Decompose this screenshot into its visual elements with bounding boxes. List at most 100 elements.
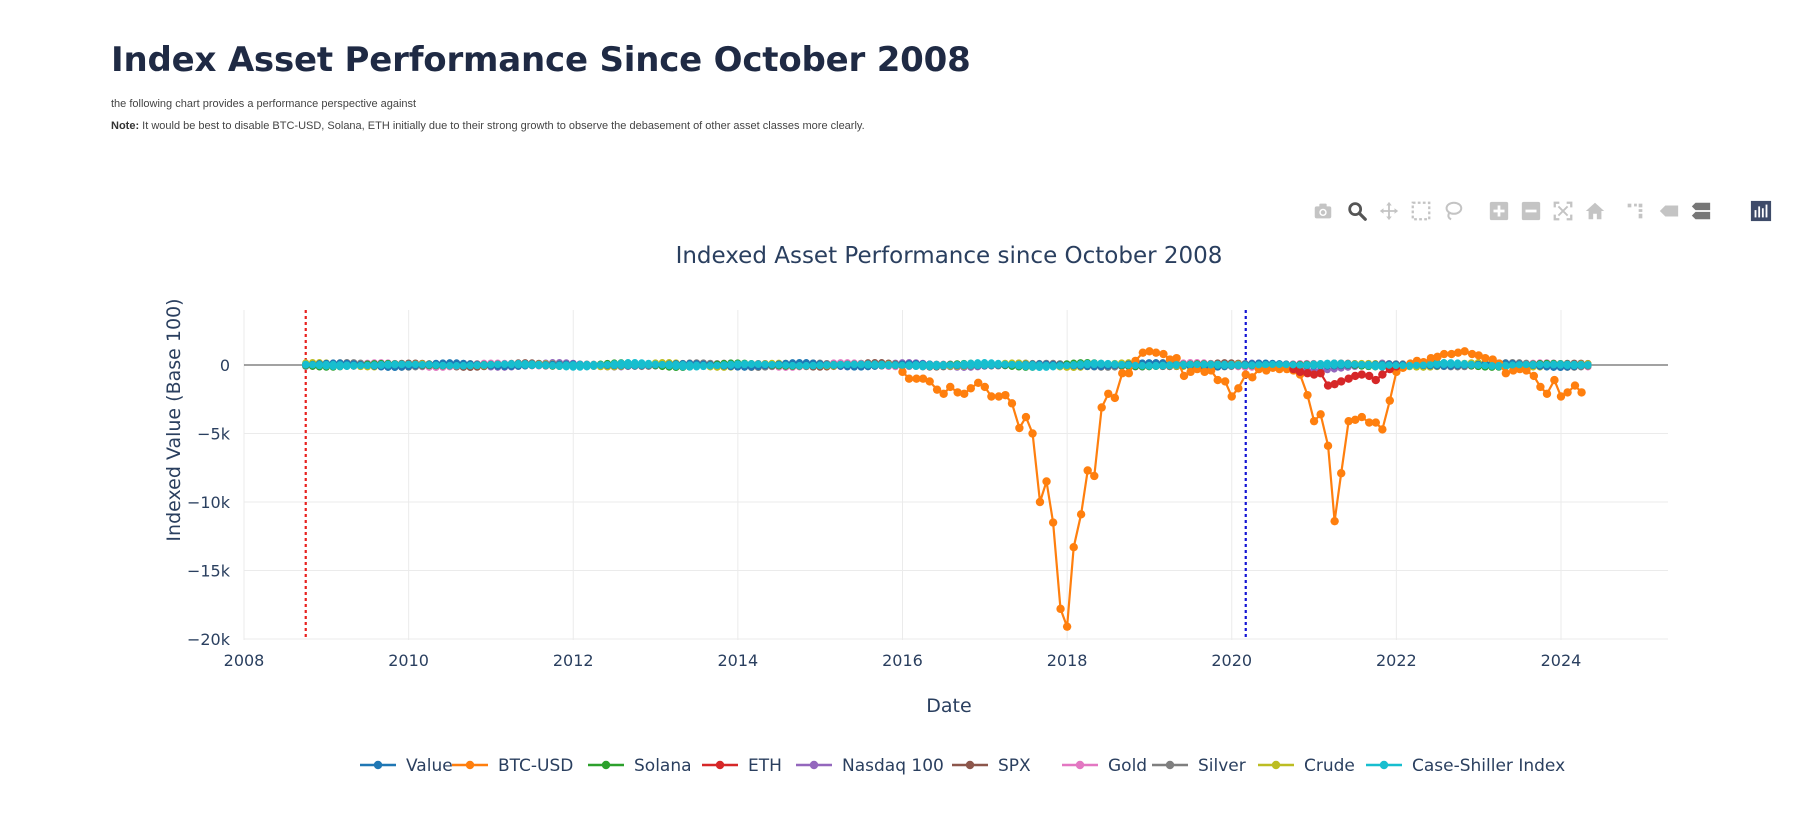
data-point (1344, 416, 1353, 426)
data-point (966, 384, 976, 393)
data-point (452, 361, 461, 370)
zoom-in-icon[interactable] (1486, 198, 1512, 224)
plotly-logo-icon[interactable] (1748, 198, 1774, 224)
legend-item[interactable]: BTC-USD (452, 756, 573, 776)
data-point (569, 361, 577, 369)
legend-item[interactable]: Solana (588, 756, 692, 776)
series-btc-usd[interactable] (898, 347, 1586, 631)
zoom-icon[interactable] (1344, 198, 1370, 224)
data-point (1426, 361, 1434, 369)
data-point (1234, 384, 1243, 393)
data-point (1220, 377, 1230, 386)
data-point (1111, 361, 1119, 369)
data-point (1577, 388, 1586, 397)
data-point (932, 385, 942, 394)
data-point (1563, 361, 1571, 370)
x-axis-label: Date (926, 695, 971, 717)
data-point (1460, 347, 1469, 356)
hover-compare-icon[interactable] (1688, 198, 1714, 224)
data-point (1097, 403, 1106, 412)
legend-item[interactable]: Value (360, 756, 453, 776)
hover-closest-icon[interactable] (1656, 198, 1682, 224)
legend-item[interactable]: Gold (1062, 756, 1147, 776)
line-chart[interactable]: Indexed Asset Performance since October … (0, 230, 1820, 812)
data-point (1385, 361, 1393, 369)
data-point (802, 361, 810, 370)
data-point (1151, 348, 1161, 357)
data-point (398, 361, 406, 369)
data-point (775, 361, 783, 369)
data-point (1076, 510, 1086, 519)
data-point (562, 361, 570, 369)
data-point (1152, 361, 1160, 370)
data-point (672, 360, 680, 369)
data-point (446, 361, 454, 370)
zoom-out-icon[interactable] (1518, 198, 1544, 224)
camera-icon[interactable] (1310, 198, 1336, 224)
legend-item[interactable]: Nasdaq 100 (796, 756, 944, 776)
y-tick-label: 0 (220, 356, 230, 375)
data-point (1069, 543, 1078, 552)
spike-lines-icon[interactable] (1622, 198, 1648, 224)
data-point (329, 360, 337, 369)
data-point (1179, 371, 1189, 381)
data-point (1028, 429, 1037, 438)
data-point (1021, 412, 1031, 422)
data-point (1179, 360, 1187, 369)
data-point (1433, 352, 1442, 361)
data-point (459, 361, 468, 370)
data-point (1097, 360, 1105, 369)
data-point (912, 374, 921, 383)
data-point (1220, 361, 1229, 370)
data-point (1501, 369, 1511, 378)
legend-label: Nasdaq 100 (842, 756, 944, 776)
data-point (1083, 361, 1091, 369)
data-point (946, 361, 954, 369)
legend-item[interactable]: Silver (1152, 756, 1246, 776)
data-point (987, 392, 996, 401)
data-point (1303, 390, 1312, 400)
x-tick-label: 2010 (388, 651, 429, 670)
data-point (425, 361, 433, 369)
data-point (960, 389, 969, 398)
x-tick-label: 2018 (1047, 651, 1088, 670)
data-point (1488, 355, 1497, 364)
legend-item[interactable]: Crude (1258, 756, 1355, 776)
pan-icon[interactable] (1376, 198, 1402, 224)
reset-axes-icon[interactable] (1582, 198, 1608, 224)
data-point (1330, 361, 1338, 369)
data-point (1550, 375, 1559, 385)
data-point (1584, 361, 1592, 369)
data-point (1138, 348, 1148, 357)
data-point (987, 361, 995, 369)
data-point (638, 361, 646, 369)
lasso-select-icon[interactable] (1440, 198, 1466, 224)
data-point (1364, 360, 1373, 369)
data-point (946, 382, 955, 392)
data-point (494, 360, 502, 369)
data-point (1200, 361, 1208, 369)
data-point (1392, 361, 1400, 370)
legend-marker (715, 760, 725, 770)
data-point (1447, 349, 1456, 359)
autoscale-icon[interactable] (1550, 198, 1576, 224)
legend-item[interactable]: Case-Shiller Index (1366, 756, 1565, 776)
data-point (720, 361, 728, 370)
data-point (624, 361, 632, 370)
page-note: Note: It would be best to disable BTC-US… (111, 120, 865, 132)
data-point (1289, 361, 1297, 369)
data-point (891, 361, 900, 370)
legend-item[interactable]: SPX (952, 756, 1031, 776)
data-point (1035, 361, 1043, 369)
data-point (1474, 361, 1482, 369)
data-point (974, 361, 982, 370)
box-select-icon[interactable] (1408, 198, 1434, 224)
data-point (692, 361, 701, 369)
x-tick-label: 2022 (1376, 651, 1417, 670)
data-point (1378, 425, 1387, 434)
data-point (343, 361, 351, 369)
data-point (1337, 361, 1345, 369)
data-point (1042, 361, 1050, 369)
legend-item[interactable]: ETH (702, 756, 782, 776)
data-point (377, 361, 385, 369)
